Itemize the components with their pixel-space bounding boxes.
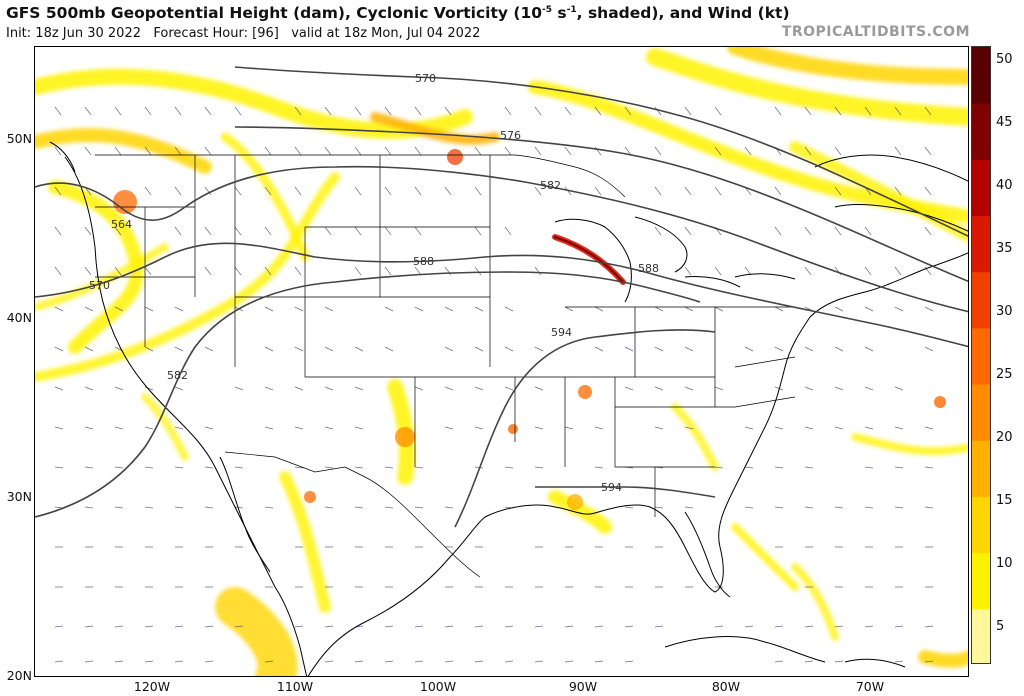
weather-map: 570 576 582 564 570 588 588 582 594 594 — [34, 46, 969, 677]
contour-label: 588 — [638, 262, 659, 275]
colorbar-label: 25 — [996, 367, 1013, 382]
wind-barbs — [54, 106, 934, 663]
lat-label-30n: 30N — [6, 489, 32, 504]
height-contours — [35, 66, 968, 528]
contour-label: 576 — [500, 129, 521, 142]
lon-label-110w: 110W — [276, 679, 314, 694]
contour-label: 582 — [167, 369, 188, 382]
colorbar-segment — [972, 159, 990, 217]
contour-label: 594 — [551, 326, 572, 339]
colorbar-label: 50 — [996, 52, 1013, 67]
vorticity-max — [113, 149, 946, 510]
lon-label-120w: 120W — [133, 679, 171, 694]
colorbar-segment — [972, 327, 990, 385]
colorbar-segment — [972, 608, 990, 663]
colorbar-label: 40 — [996, 178, 1013, 193]
colorbar-segment — [972, 496, 990, 554]
colorbar-segment — [972, 215, 990, 273]
brand-watermark: TROPICALTIDBITS.COM — [781, 24, 970, 40]
contour-label: 594 — [601, 481, 622, 494]
colorbar-segment — [972, 47, 990, 104]
contour-label: 570 — [89, 279, 110, 292]
colorbar-label: 45 — [996, 115, 1013, 130]
lat-label-40n: 40N — [6, 310, 32, 325]
lon-label-80w: 80W — [711, 679, 741, 694]
colorbar-segment — [972, 440, 990, 497]
contour-labels: 570 576 582 564 570 588 588 582 594 594 — [89, 72, 659, 494]
colorbar-label: 20 — [996, 430, 1013, 445]
colorbar-label: 35 — [996, 241, 1013, 256]
colorbar-segment — [972, 552, 990, 610]
map-canvas: 570 576 582 564 570 588 588 582 594 594 — [35, 47, 968, 676]
map-header: GFS 500mb Geopotential Height (dam), Cyc… — [0, 0, 1024, 46]
colorbar-label: 5 — [996, 619, 1005, 634]
contour-label: 588 — [413, 255, 434, 268]
colorbar-label: 15 — [996, 493, 1013, 508]
lon-label-70w: 70W — [855, 679, 885, 694]
colorbar-segment — [972, 384, 990, 441]
colorbar-segment — [972, 271, 990, 329]
colorbar-segment — [972, 103, 990, 160]
lat-label-20n: 20N — [6, 668, 32, 683]
colorbar-gradient — [972, 47, 990, 663]
map-subtitle: Init: 18z Jun 30 2022 Forecast Hour: [96… — [6, 26, 481, 41]
contour-label: 570 — [415, 72, 436, 85]
contour-label: 564 — [111, 218, 132, 231]
lat-label-50n: 50N — [6, 131, 32, 146]
vorticity-colorbar — [971, 46, 991, 664]
map-title: GFS 500mb Geopotential Height (dam), Cyc… — [6, 4, 790, 22]
colorbar-label: 30 — [996, 304, 1013, 319]
contour-label: 582 — [540, 179, 561, 192]
lon-label-100w: 100W — [419, 679, 457, 694]
colorbar-label: 10 — [996, 556, 1013, 571]
lon-label-90w: 90W — [568, 679, 598, 694]
state-borders — [95, 154, 796, 578]
